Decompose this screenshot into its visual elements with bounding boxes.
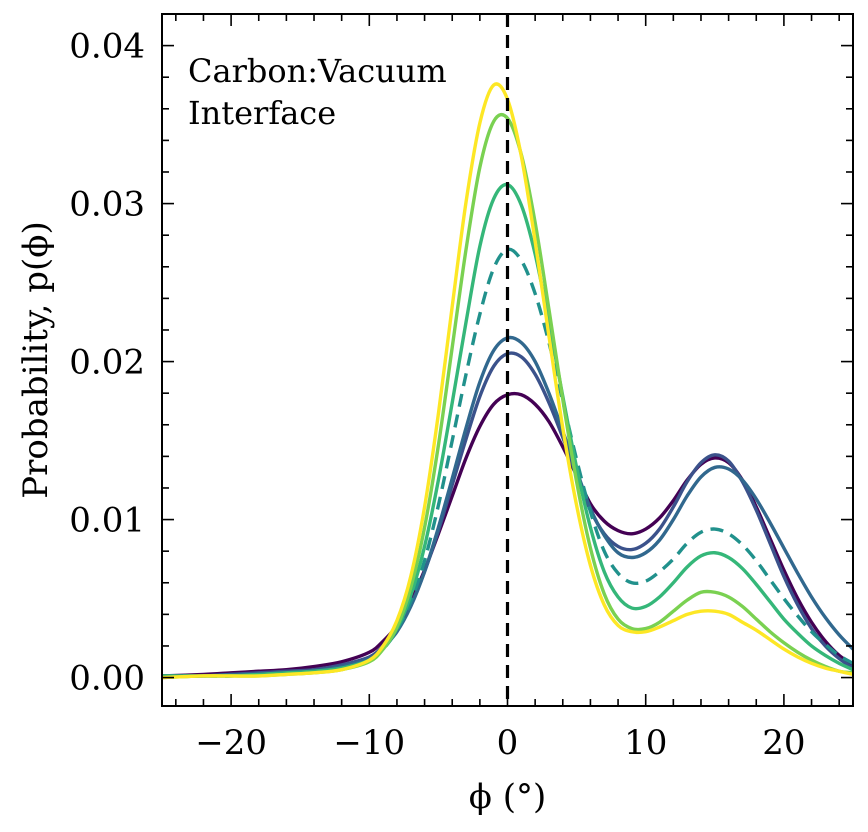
y-tick-label: 0.04 [69,27,145,67]
x-tick-labels: −20 −10 0 10 20 [195,723,805,763]
x-tick-label: 20 [762,723,805,763]
x-tick-label: 0 [497,723,519,763]
y-tick-labels: 0.00 0.01 0.02 0.03 0.04 [69,27,145,699]
series-line-7 [162,82,853,680]
y-tick-label: 0.02 [69,343,145,383]
annotation-line-2: Interface [188,94,336,132]
y-tick-label: 0.03 [69,185,145,225]
x-tick-label: −10 [333,723,405,763]
x-tick-label: 10 [624,723,667,763]
y-axis-label: Probability, p(ϕ) [16,221,56,498]
series-layer [162,82,853,680]
tick-marks [162,14,853,706]
annotation-line-1: Carbon:Vacuum [188,52,447,90]
x-tick-label: −20 [195,723,267,763]
y-tick-label: 0.01 [69,501,145,541]
y-tick-label: 0.00 [69,659,145,699]
x-axis-label: ϕ (°) [469,777,547,817]
